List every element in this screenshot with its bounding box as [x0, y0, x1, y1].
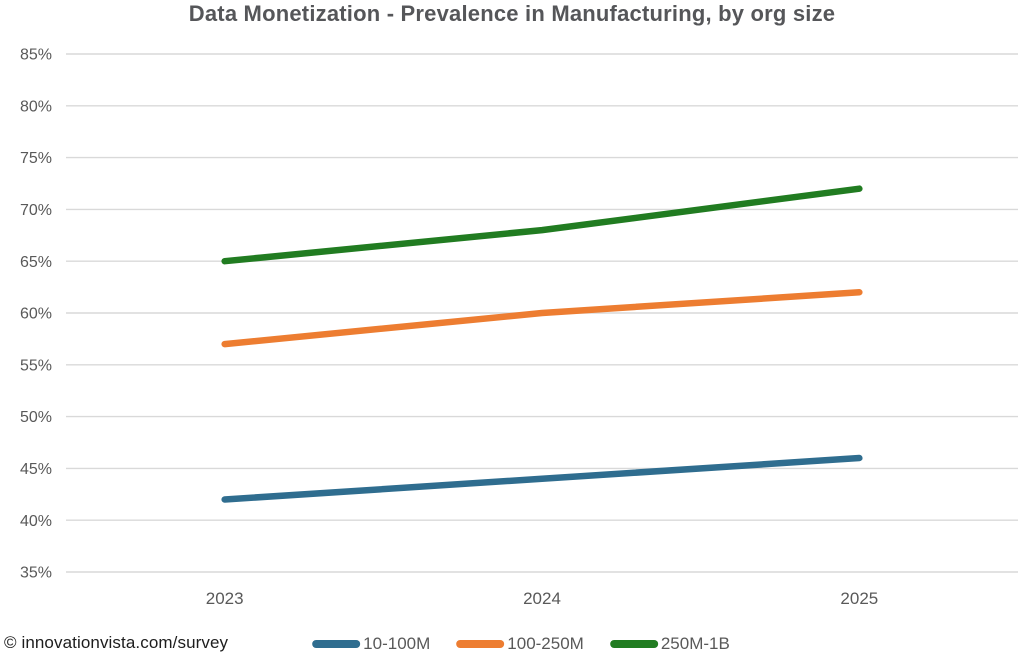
y-tick-label: 70%: [20, 202, 52, 219]
series-line-250M-1B: [221, 185, 863, 265]
y-tick-label: 65%: [20, 254, 52, 271]
legend-item-10-100M: 10-100M: [312, 634, 430, 654]
legend-item-100-250M: 100-250M: [456, 634, 584, 654]
y-tick-label: 50%: [20, 409, 52, 426]
series-line-100-250M: [221, 289, 863, 348]
x-tick-label: 2025: [840, 589, 878, 608]
series-line-10-100M: [221, 454, 863, 503]
legend-item-250M-1B: 250M-1B: [609, 634, 730, 654]
y-tick-label: 35%: [20, 565, 52, 582]
chart-title: Data Monetization - Prevalence in Manufa…: [188, 1, 836, 26]
x-tick-label: 2024: [523, 589, 561, 608]
legend-label: 10-100M: [363, 634, 431, 653]
x-tick-label: 2023: [206, 589, 244, 608]
legend-swatch-icon: [456, 640, 505, 648]
y-tick-label: 55%: [20, 357, 52, 374]
legend-label: 250M-1B: [660, 634, 730, 653]
source-attribution: © innovationvista.com/survey: [4, 633, 229, 652]
bottom-row: © innovationvista.com/survey 10-100M 100-…: [0, 630, 1024, 660]
y-tick-label: 45%: [20, 461, 52, 478]
legend-label: 100-250M: [507, 634, 584, 653]
legend-swatch-icon: [312, 640, 361, 648]
y-tick-label: 75%: [20, 150, 52, 167]
y-tick-label: 85%: [20, 47, 52, 64]
legend-swatch-icon: [609, 640, 658, 648]
y-tick-label: 80%: [20, 98, 52, 115]
line-chart-svg: 35% 40% 45% 50% 55% 60% 65% 70% 75% 80% 85% 2023 202…: [20, 47, 1018, 608]
y-tick-label: 60%: [20, 306, 52, 323]
legend: 10-100M 100-250M 250M-1B: [312, 630, 730, 658]
y-tick-label: 40%: [20, 513, 52, 530]
